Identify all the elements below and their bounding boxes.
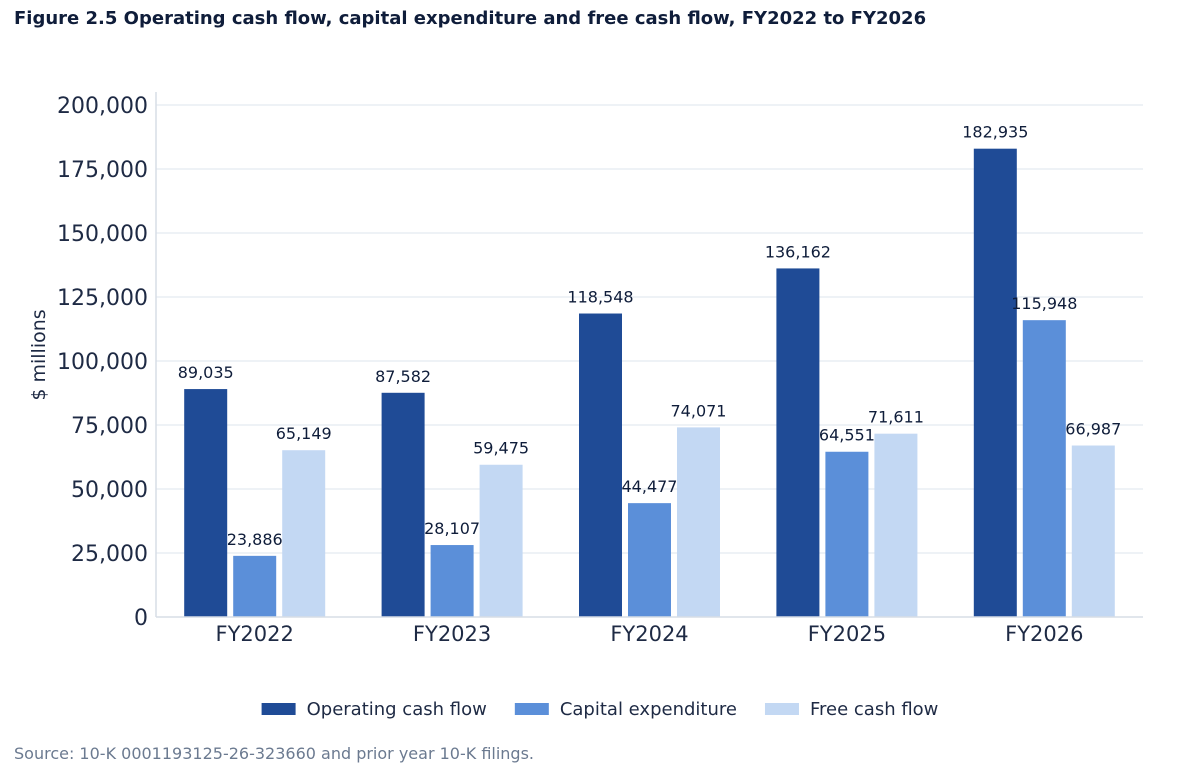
figure-title: Figure 2.5 Operating cash flow, capital … <box>14 8 927 29</box>
bar <box>282 450 326 617</box>
data-label: 44,477 <box>622 477 678 496</box>
bar <box>1022 320 1066 617</box>
legend-label: Free cash flow <box>810 699 938 720</box>
y-tick-labels: 0 25,000 50,000 75,000 100,000 125,000 150,000… <box>57 94 148 631</box>
y-tick-label: 200,000 <box>57 94 148 119</box>
x-tick-label: FY2024 <box>610 622 688 646</box>
x-tick-label: FY2026 <box>1005 622 1083 646</box>
y-tick-label: 100,000 <box>57 350 148 375</box>
axes <box>155 92 1143 618</box>
y-tick-label: 25,000 <box>71 542 148 567</box>
x-tick-labels: FY2022 FY2023 FY2024 FY2025 FY2026 <box>216 622 1084 646</box>
data-label: 118,548 <box>567 288 633 307</box>
bar <box>628 503 671 617</box>
data-labels: 89,035 23,886 65,149 87,582 28,107 59,475 118,… <box>178 123 1122 549</box>
bar <box>381 392 425 617</box>
y-tick-label: 150,000 <box>57 222 148 247</box>
data-label: 182,935 <box>962 123 1028 142</box>
legend-swatch <box>764 703 799 715</box>
bar <box>184 389 228 617</box>
bar <box>874 433 918 617</box>
data-label: 87,582 <box>375 367 431 386</box>
bar <box>677 427 720 617</box>
data-label: 74,071 <box>671 401 727 420</box>
y-axis-label: $ millions <box>28 309 50 400</box>
legend-swatch <box>261 703 296 715</box>
bar <box>430 545 474 617</box>
legend-swatch <box>514 703 549 715</box>
bar <box>973 148 1017 617</box>
y-tick-label: 125,000 <box>57 286 148 311</box>
x-tick-label: FY2025 <box>808 622 886 646</box>
legend-label: Operating cash flow <box>307 699 487 720</box>
y-tick-label: 175,000 <box>57 158 148 183</box>
y-tick-label: 75,000 <box>71 414 148 439</box>
data-label: 136,162 <box>765 242 831 261</box>
legend: Operating cash flow Capital expenditure Fr… <box>261 699 938 720</box>
bar <box>776 268 820 617</box>
data-label: 66,987 <box>1065 420 1121 439</box>
data-label: 115,948 <box>1011 294 1077 313</box>
data-label: 65,149 <box>276 424 332 443</box>
bar <box>233 555 277 617</box>
data-label: 59,475 <box>473 439 529 458</box>
y-tick-label: 0 <box>134 606 148 631</box>
bar <box>1071 445 1115 617</box>
bar <box>579 313 622 617</box>
data-label: 71,611 <box>868 408 924 427</box>
y-tick-label: 50,000 <box>71 478 148 503</box>
data-label: 23,886 <box>227 530 283 549</box>
bar <box>825 451 869 617</box>
bar <box>479 464 523 617</box>
x-tick-label: FY2023 <box>413 622 491 646</box>
data-label: 28,107 <box>424 519 480 538</box>
bars <box>184 148 1115 617</box>
x-tick-label: FY2022 <box>216 622 294 646</box>
legend-label: Capital expenditure <box>560 699 737 720</box>
source-note: Source: 10-K 0001193125-26-323660 and pr… <box>14 744 535 763</box>
data-label: 64,551 <box>819 426 875 445</box>
data-label: 89,035 <box>178 363 234 382</box>
